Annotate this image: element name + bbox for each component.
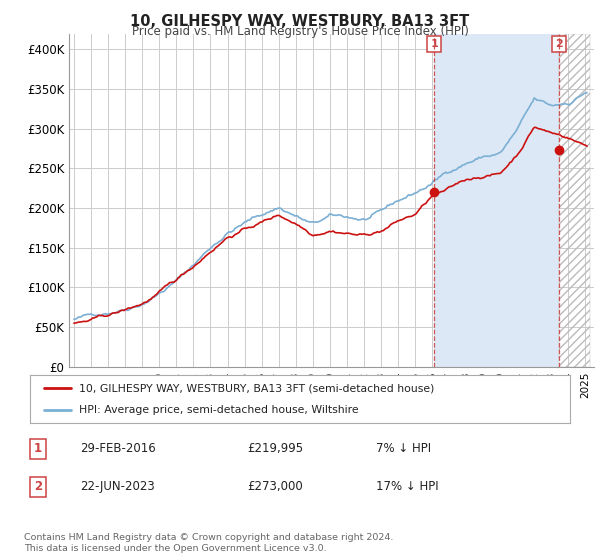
Text: 29-FEB-2016: 29-FEB-2016: [80, 442, 155, 455]
Bar: [434, 34, 559, 367]
Text: 7% ↓ HPI: 7% ↓ HPI: [376, 442, 431, 455]
Text: 10, GILHESPY WAY, WESTBURY, BA13 3FT: 10, GILHESPY WAY, WESTBURY, BA13 3FT: [130, 14, 470, 29]
Text: 2: 2: [34, 480, 42, 493]
Text: 1: 1: [430, 39, 438, 49]
Text: £273,000: £273,000: [247, 480, 303, 493]
Text: 10, GILHESPY WAY, WESTBURY, BA13 3FT (semi-detached house): 10, GILHESPY WAY, WESTBURY, BA13 3FT (se…: [79, 383, 434, 393]
Text: £219,995: £219,995: [247, 442, 304, 455]
Text: 17% ↓ HPI: 17% ↓ HPI: [376, 480, 438, 493]
Text: 22-JUN-2023: 22-JUN-2023: [80, 480, 155, 493]
Text: 1: 1: [34, 442, 42, 455]
Text: Price paid vs. HM Land Registry's House Price Index (HPI): Price paid vs. HM Land Registry's House …: [131, 25, 469, 38]
Text: HPI: Average price, semi-detached house, Wiltshire: HPI: Average price, semi-detached house,…: [79, 405, 358, 415]
Text: 2: 2: [556, 39, 563, 49]
Text: Contains HM Land Registry data © Crown copyright and database right 2024.
This d: Contains HM Land Registry data © Crown c…: [24, 533, 394, 553]
